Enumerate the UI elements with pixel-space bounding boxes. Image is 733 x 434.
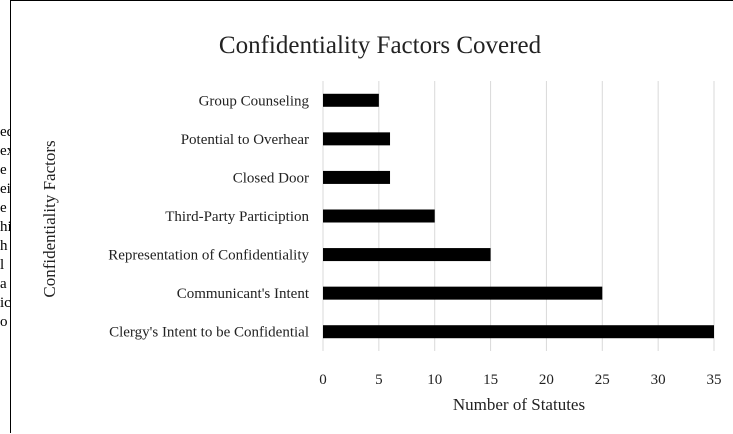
x-tick-label: 25 (595, 372, 610, 388)
background-text-fragment: ic (0, 295, 11, 311)
chart-container: Confidentiality Factors Covered Confiden… (10, 0, 733, 433)
bar (323, 132, 391, 146)
category-label: Potential to Overhear (181, 132, 309, 148)
chart-title: Confidentiality Factors Covered (219, 32, 542, 59)
background-text-fragment: o (0, 314, 8, 330)
bar (323, 325, 714, 339)
bar-chart: Confidentiality Factors Covered Confiden… (40, 32, 722, 414)
background-text-fragment: h (0, 238, 8, 254)
category-label: Third-Party Particiption (165, 209, 309, 225)
y-axis-label: Confidentiality Factors (40, 140, 59, 297)
background-text-fragment: ei (0, 181, 11, 197)
category-label: Representation of Confidentiality (108, 248, 309, 264)
bar (323, 93, 379, 107)
x-tick-labels: 0 5 10 15 20 25 30 35 (319, 372, 721, 388)
background-text-fragment: l (0, 257, 5, 273)
x-axis-label: Number of Statutes (453, 395, 585, 414)
x-tick-label: 30 (651, 372, 666, 388)
bars (323, 93, 714, 339)
background-text-fragment: e (0, 162, 7, 178)
x-tick-label: 20 (539, 372, 554, 388)
background-text-fragment: e (0, 200, 7, 216)
x-tick-label: 10 (427, 372, 442, 388)
category-label: Closed Door (233, 170, 309, 186)
background-text-fragment: hi (0, 219, 12, 235)
bar (323, 209, 435, 223)
bar (323, 286, 603, 300)
bar (323, 248, 491, 262)
x-tick-label: 5 (375, 372, 383, 388)
category-label: Communicant's Intent (177, 286, 310, 302)
x-tick-label: 0 (319, 372, 327, 388)
category-label: Clergy's Intent to be Confidential (109, 325, 309, 341)
category-labels: Group Counseling Potential to Overhear Clo… (108, 93, 310, 340)
category-label: Group Counseling (199, 93, 310, 109)
bar (323, 170, 391, 184)
x-tick-label: 15 (483, 372, 498, 388)
x-tick-label: 35 (707, 372, 722, 388)
gridlines (322, 81, 715, 351)
background-text-fragment: a (0, 276, 7, 292)
